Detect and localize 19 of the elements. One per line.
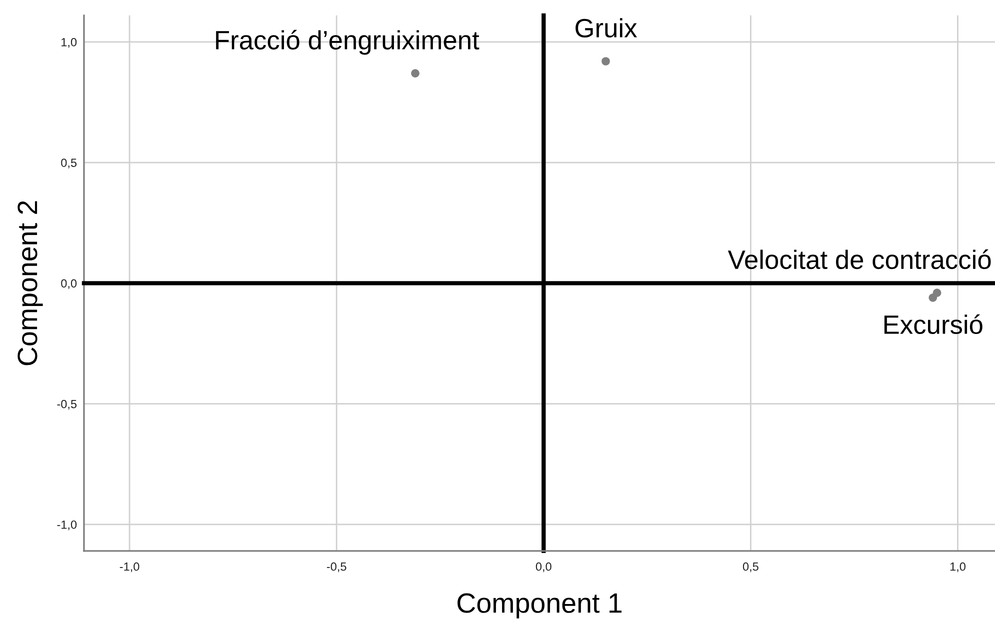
x-tick-label: 0,0 xyxy=(536,562,552,572)
y-tick-label: 1,0 xyxy=(62,38,77,48)
point xyxy=(928,294,938,302)
annotation: Excursió xyxy=(884,314,982,334)
y-tick-label: -1,0 xyxy=(57,520,77,530)
x-tick-label: -1,0 xyxy=(120,562,140,572)
annotation: Fracció d’engruiximent xyxy=(216,30,480,55)
annotation: Gruix xyxy=(576,18,637,38)
y-axis-title: Component 2 xyxy=(18,201,43,366)
point xyxy=(411,69,420,78)
x-tick-label: 1,0 xyxy=(950,562,966,572)
x-tick-label: -0,5 xyxy=(326,562,346,572)
x-axis-title: Component 1 xyxy=(458,593,622,618)
point xyxy=(602,57,610,66)
annotation: Velocitat de contracció xyxy=(728,249,991,270)
y-tick-label: -0,5 xyxy=(57,400,77,410)
x-tick-label: 0,5 xyxy=(742,562,758,572)
y-tick-label: 0,5 xyxy=(61,158,77,168)
y-tick-label: 0,0 xyxy=(61,279,77,289)
